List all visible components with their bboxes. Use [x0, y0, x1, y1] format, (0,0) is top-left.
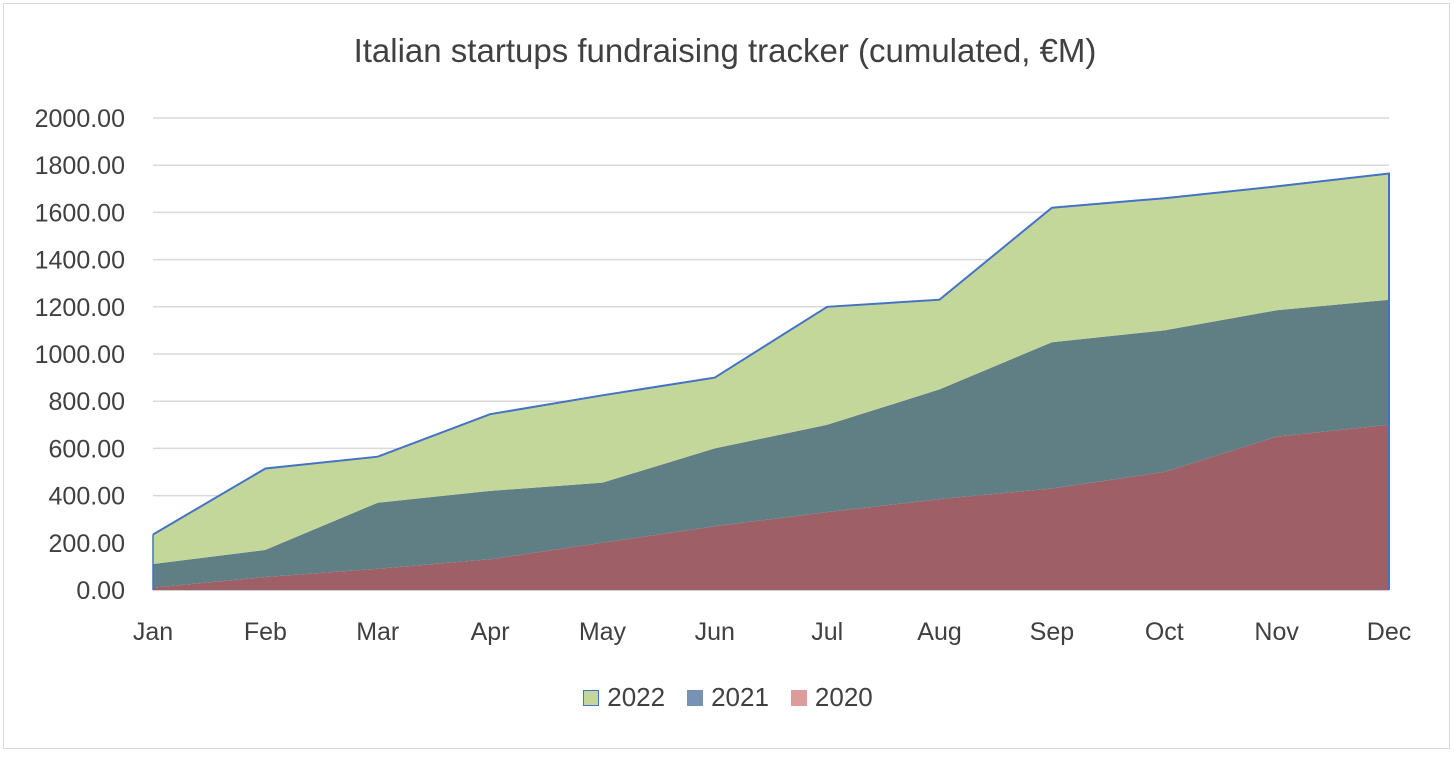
x-tick-label: Apr — [471, 618, 510, 646]
y-tick-label: 600.00 — [49, 435, 125, 463]
x-tick-label: Oct — [1145, 618, 1184, 646]
legend-swatch — [583, 689, 600, 706]
x-tick-label: Mar — [356, 618, 399, 646]
x-tick-label: Jul — [811, 618, 843, 646]
x-tick-label: May — [579, 618, 627, 646]
legend-swatch — [790, 689, 807, 706]
y-tick-label: 1600.00 — [35, 199, 125, 227]
y-tick-label: 400.00 — [49, 483, 125, 511]
legend-swatch — [687, 689, 704, 706]
legend-label: 2020 — [814, 682, 873, 712]
x-tick-label: Nov — [1254, 618, 1299, 646]
area-2022 — [153, 173, 1389, 564]
y-tick-label: 800.00 — [49, 388, 125, 416]
area-2021 — [153, 299, 1389, 588]
area-outline-2022 — [152, 172, 1390, 590]
y-axis-ticks: 0.00 200.00 400.00 600.00 800.00 1000.00 1200.… — [35, 105, 125, 605]
y-tick-label: 1000.00 — [35, 341, 125, 369]
y-tick-label: 2000.00 — [35, 105, 125, 133]
y-tick-label: 0.00 — [76, 577, 125, 605]
x-tick-label: Feb — [244, 618, 287, 646]
x-tick-label: Jun — [695, 618, 735, 646]
y-tick-label: 1200.00 — [35, 294, 125, 322]
legend: 2022 2021 2020 — [0, 682, 1456, 713]
area-2020 — [153, 424, 1389, 590]
area-series — [152, 172, 1390, 590]
chart-title: Italian startups fundraising tracker (cu… — [353, 32, 1097, 69]
y-tick-label: 200.00 — [49, 530, 125, 558]
x-tick-label: Aug — [917, 618, 961, 646]
y-tick-label: 1800.00 — [35, 152, 125, 180]
legend-item-2020: 2020 — [790, 682, 873, 713]
legend-item-2022: 2022 — [583, 682, 665, 713]
legend-label: 2022 — [607, 682, 666, 712]
x-tick-label: Jan — [133, 618, 173, 646]
x-axis-ticks: Jan Feb Mar Apr May Jun Jul Aug Sep Oct Nov Dec — [133, 618, 1411, 646]
legend-label: 2021 — [711, 682, 769, 712]
y-tick-label: 1400.00 — [35, 247, 125, 275]
x-tick-label: Dec — [1367, 618, 1411, 646]
x-tick-label: Sep — [1030, 618, 1074, 646]
legend-item-2021: 2021 — [687, 682, 769, 713]
